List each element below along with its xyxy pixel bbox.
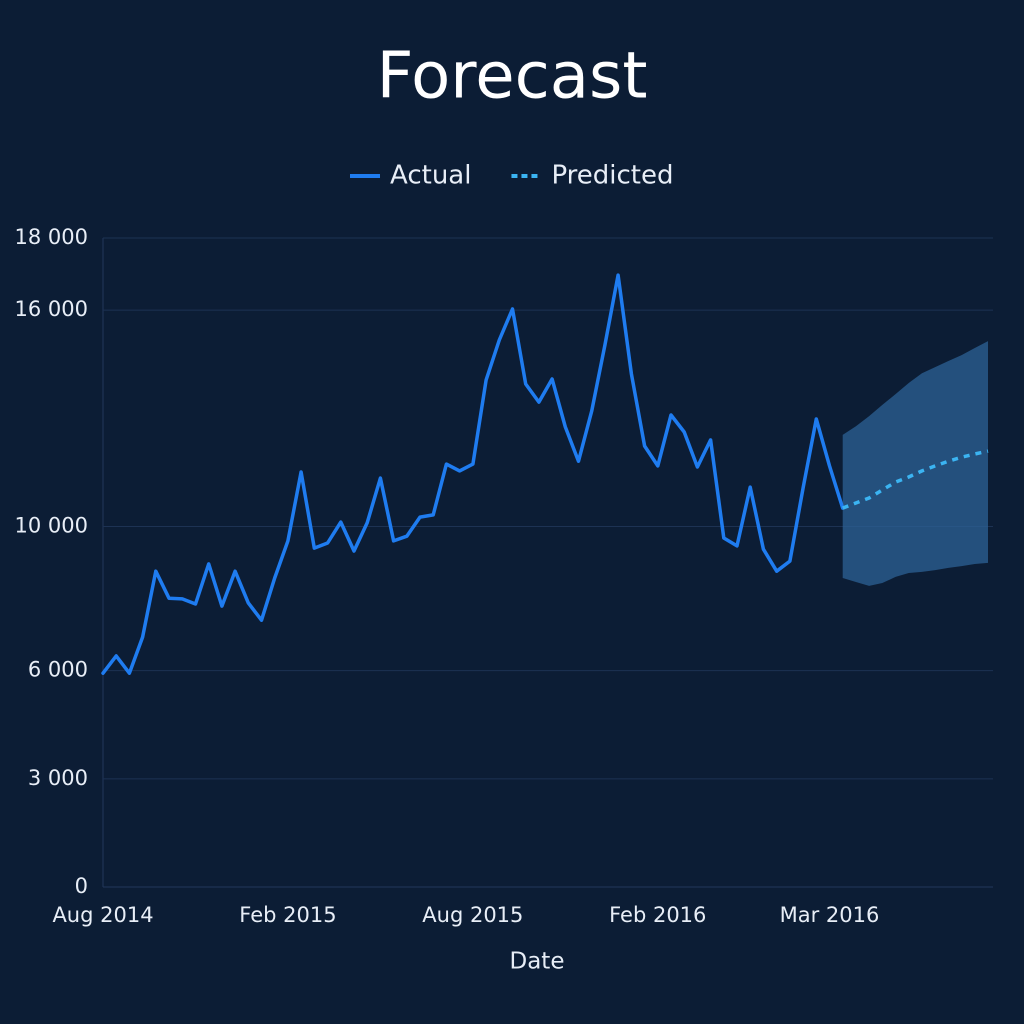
legend-label: Predicted	[551, 161, 673, 191]
y-tick-label: 18 000	[15, 225, 88, 249]
legend-label: Actual	[390, 161, 471, 191]
x-tick-label: Mar 2016	[780, 903, 880, 927]
x-tick-label: Aug 2014	[52, 903, 153, 927]
confidence-band	[842, 341, 988, 586]
y-tick-label: 10 000	[15, 513, 88, 537]
x-axis-label: Date	[510, 949, 565, 975]
y-tick-label: 0	[75, 874, 88, 898]
y-tick-label: 6 000	[28, 658, 88, 682]
series-line	[101, 273, 845, 675]
series-line	[842, 449, 989, 510]
y-tick-label: 3 000	[28, 766, 88, 790]
chart-title: Forecast	[377, 40, 648, 114]
x-tick-label: Feb 2016	[609, 903, 706, 927]
x-tick-label: Feb 2015	[239, 903, 336, 927]
x-tick-label: Aug 2015	[422, 903, 523, 927]
y-tick-label: 16 000	[15, 297, 88, 321]
